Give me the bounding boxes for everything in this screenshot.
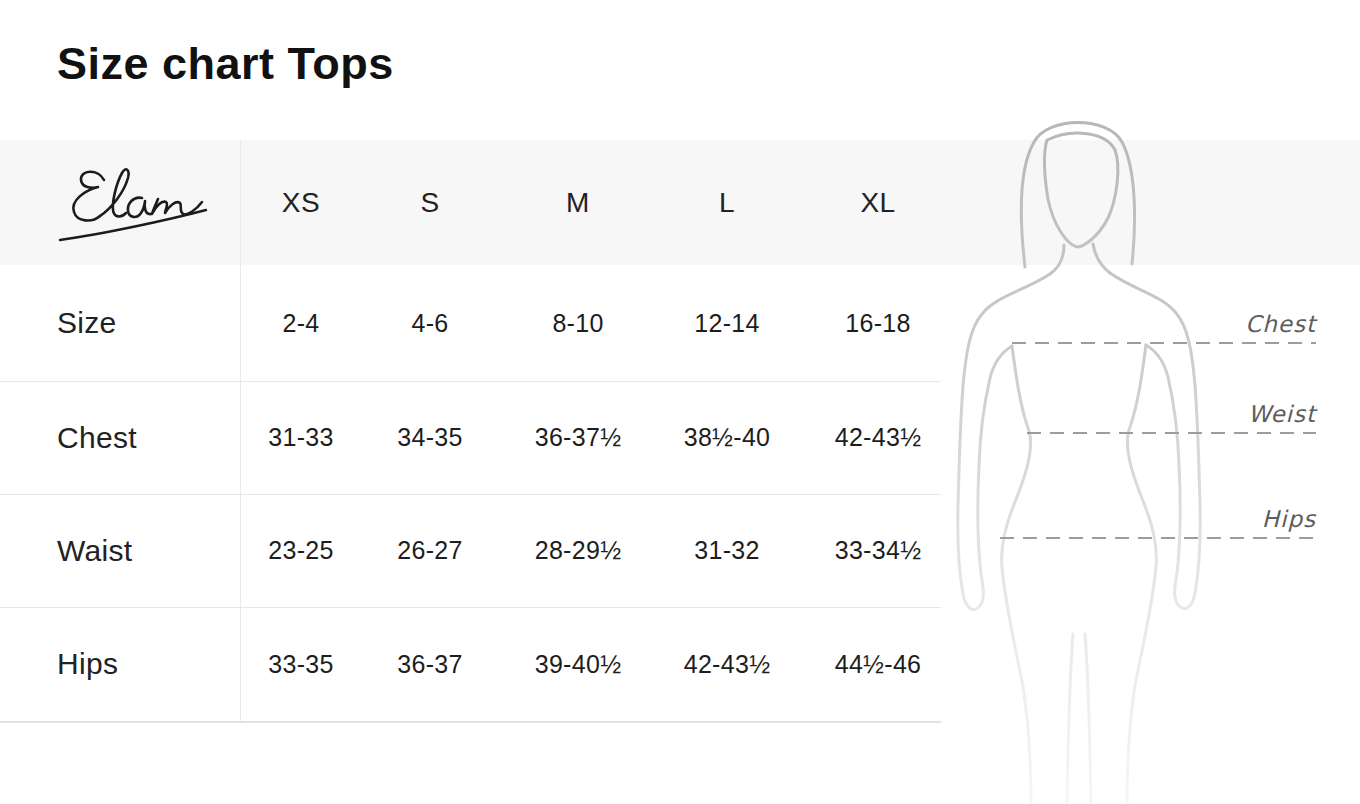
cell-chest-m: 36-37½ (518, 381, 638, 494)
page-title: Size chart Tops (57, 38, 394, 90)
cell-waist-m: 28-29½ (518, 494, 638, 607)
cell-size-m: 8-10 (518, 265, 638, 381)
column-header-xl: XL (808, 140, 948, 265)
row-label-hips: Hips (57, 607, 227, 721)
figure-hair-outline (1021, 123, 1134, 268)
row-label-size: Size (57, 265, 227, 381)
figure-face-outline (1044, 133, 1117, 247)
column-header-s: S (370, 140, 490, 265)
figure-left-arm (958, 274, 1050, 610)
figure-right-inner-leg (1085, 634, 1091, 804)
cell-waist-xs: 23-25 (241, 494, 361, 607)
column-header-xs: XS (241, 140, 361, 265)
body-figure (930, 104, 1360, 804)
cell-size-xl: 16-18 (808, 265, 948, 381)
table-bottom-border (0, 721, 941, 723)
figure-left-inner-leg (1067, 634, 1073, 804)
logo-underline-swash (60, 210, 206, 240)
figure-neck-left (1050, 245, 1064, 274)
logo-letter-l (100, 169, 129, 216)
cell-hips-s: 36-37 (370, 607, 490, 721)
measure-label-weist: Weist (1116, 401, 1316, 427)
cell-chest-xl: 42-43½ (808, 381, 948, 494)
cell-waist-l: 31-32 (667, 494, 787, 607)
size-chart-page: Size chart Tops XS S M L XL Size 2-4 4-6… (0, 0, 1360, 804)
cell-size-l: 12-14 (667, 265, 787, 381)
cell-waist-xl: 33-34½ (808, 494, 948, 607)
cell-hips-m: 39-40½ (518, 607, 638, 721)
column-header-m: M (518, 140, 638, 265)
column-header-l: L (667, 140, 787, 265)
row-label-waist: Waist (57, 494, 227, 607)
cell-chest-l: 38½-40 (667, 381, 787, 494)
cell-hips-xs: 33-35 (241, 607, 361, 721)
cell-chest-s: 34-35 (370, 381, 490, 494)
figure-left-torso-leg (1002, 346, 1031, 804)
logo-letter-a (128, 198, 151, 217)
cell-size-s: 4-6 (370, 265, 490, 381)
cell-waist-s: 26-27 (370, 494, 490, 607)
measure-label-hips: Hips (1116, 506, 1316, 532)
cell-size-xs: 2-4 (241, 265, 361, 381)
measure-label-chest: Chest (1116, 311, 1316, 337)
cell-hips-l: 42-43½ (667, 607, 787, 721)
cell-chest-xs: 31-33 (241, 381, 361, 494)
brand-logo-elan (48, 158, 218, 253)
figure-neck-right (1093, 244, 1110, 273)
row-label-chest: Chest (57, 381, 227, 494)
cell-hips-xl: 44½-46 (808, 607, 948, 721)
logo-letter-E (73, 172, 104, 221)
